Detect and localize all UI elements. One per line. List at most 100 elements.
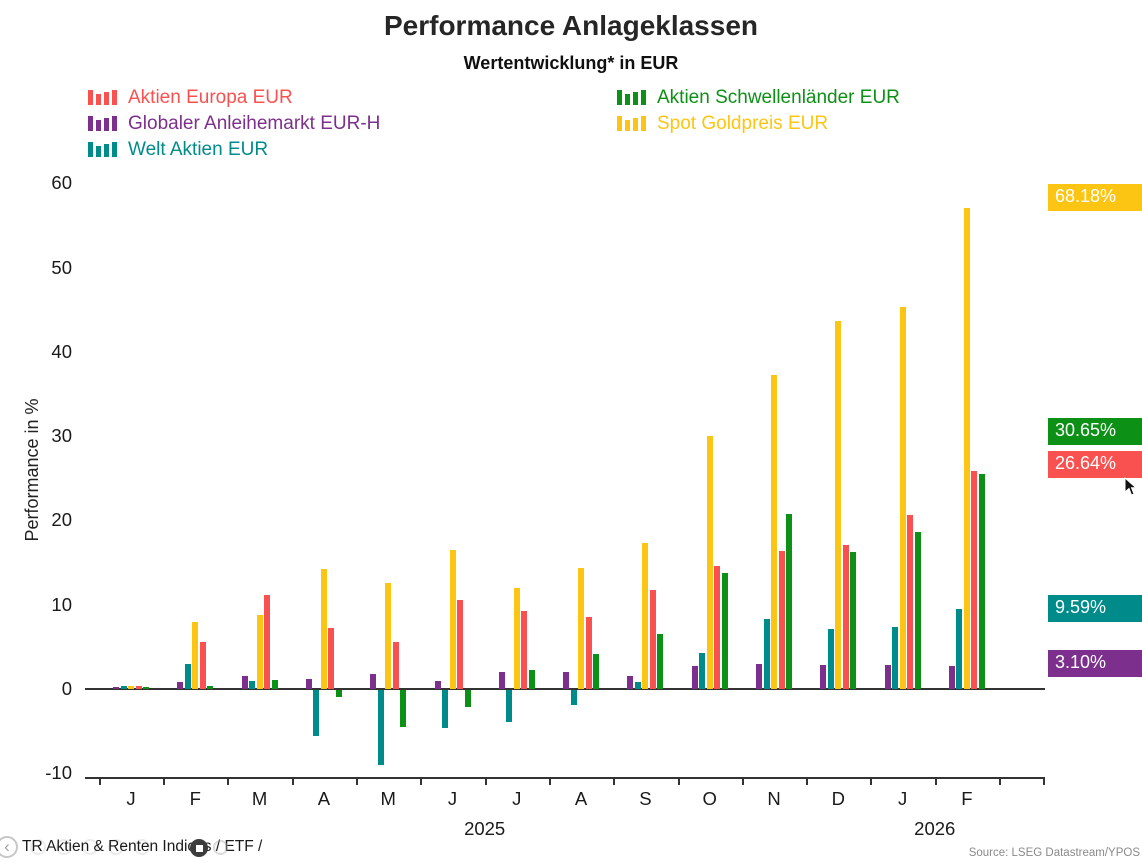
bar-aktien-europa-eur [842, 544, 849, 689]
bar-aktien-europa-eur [585, 617, 592, 689]
x-axis-tick [806, 779, 809, 785]
bar-aktien-schwellenl-nder-eur [464, 690, 471, 707]
pager-dot[interactable] [134, 839, 150, 855]
legend-item[interactable]: Globaler Anleihemarkt EUR-H [88, 113, 380, 135]
bar-aktien-europa-eur [778, 550, 785, 689]
x-axis-tick [227, 779, 230, 785]
x-axis-tick [613, 779, 616, 785]
y-tick-label: -10 [45, 762, 72, 784]
legend-item[interactable]: Aktien Europa EUR [88, 87, 380, 109]
bar-welt-aktien-eur [120, 686, 127, 689]
bar-welt-aktien-eur [956, 608, 963, 689]
x-axis-tick [484, 779, 487, 785]
bar-aktien-schwellenl-nder-eur [207, 685, 214, 689]
bar-spot-goldpreis-eur [642, 543, 649, 689]
bar-globaler-anleihemarkt-eur-h [177, 682, 184, 689]
pager-dot[interactable] [108, 839, 124, 855]
chart-subtitle: Wertentwicklung* in EUR [463, 53, 679, 73]
x-axis-year-label: 2025 [464, 818, 506, 839]
bar-globaler-anleihemarkt-eur-h [113, 687, 119, 689]
x-tick-label-month: D [831, 788, 845, 809]
series-end-label: 68.18% [1048, 183, 1142, 211]
series-end-label: 30.65% [1048, 417, 1142, 445]
bar-globaler-anleihemarkt-eur-h [756, 663, 762, 689]
bar-aktien-schwellenl-nder-eur [978, 474, 985, 689]
carousel-prev-button[interactable]: ‹ [0, 836, 18, 858]
bar-welt-aktien-eur [763, 619, 770, 689]
bar-aktien-schwellenl-nder-eur [271, 679, 278, 689]
x-tick-label-month: F [961, 788, 973, 809]
stop-button[interactable] [190, 839, 208, 857]
bar-globaler-anleihemarkt-eur-h [370, 673, 377, 689]
bar-aktien-europa-eur [714, 565, 721, 689]
series-end-label: 9.59% [1048, 595, 1142, 623]
x-axis-tick [163, 779, 166, 785]
bar-welt-aktien-eur [699, 652, 706, 689]
series-end-label: 3.10% [1048, 649, 1142, 677]
bar-welt-aktien-eur [506, 690, 513, 723]
x-tick-label-month: J [512, 788, 522, 809]
x-tick-label-month: O [702, 788, 717, 809]
bar-aktien-europa-eur [521, 610, 528, 689]
x-axis-tick [870, 779, 873, 785]
bar-spot-goldpreis-eur [899, 307, 906, 689]
bar-globaler-anleihemarkt-eur-h [498, 672, 505, 689]
bar-globaler-anleihemarkt-eur-h [884, 665, 891, 689]
x-tick-label-month: M [251, 788, 268, 809]
bar-aktien-europa-eur [971, 470, 978, 689]
bar-spot-goldpreis-eur [256, 614, 263, 689]
pager-dot[interactable] [56, 839, 72, 855]
bar-welt-aktien-eur [313, 690, 320, 736]
legend-label: Aktien Europa EUR [128, 87, 293, 108]
x-axis-tick [356, 779, 359, 785]
bar-spot-goldpreis-eur [385, 582, 392, 689]
bar-spot-goldpreis-eur [835, 320, 842, 689]
bar-aktien-schwellenl-nder-eur [593, 653, 600, 689]
bar-globaler-anleihemarkt-eur-h [434, 680, 441, 689]
bar-aktien-europa-eur [392, 641, 399, 689]
bar-welt-aktien-eur [249, 681, 256, 689]
stop-icon [195, 844, 203, 852]
bar-aktien-schwellenl-nder-eur [657, 634, 664, 689]
series-end-label: 26.64% [1048, 451, 1142, 479]
bar-welt-aktien-eur [184, 663, 191, 689]
x-axis-tick [420, 779, 423, 785]
x-axis-tick [1043, 779, 1045, 785]
pager-dot[interactable] [82, 839, 98, 855]
legend-item[interactable]: Aktien Schwellenländer EUR [617, 87, 900, 109]
bar-aktien-europa-eur [649, 589, 656, 689]
bar-chart-icon [88, 112, 118, 136]
bar-aktien-schwellenl-nder-eur [400, 690, 407, 728]
bar-aktien-europa-eur [328, 628, 335, 689]
bar-globaler-anleihemarkt-eur-h [627, 676, 634, 689]
bar-globaler-anleihemarkt-eur-h [305, 678, 312, 689]
y-tick-label: 30 [51, 425, 72, 447]
bar-aktien-europa-eur [135, 685, 142, 689]
legend-column-right: Aktien Schwellenländer EUR Spot Goldpreis… [617, 87, 900, 135]
bar-spot-goldpreis-eur [192, 621, 199, 689]
legend-label: Spot Goldpreis EUR [657, 113, 829, 134]
bar-aktien-schwellenl-nder-eur [721, 572, 728, 689]
bar-aktien-schwellenl-nder-eur [850, 552, 857, 689]
x-axis-year-label: 2026 [914, 818, 956, 839]
pager-dot-outline[interactable] [213, 840, 228, 855]
bar-globaler-anleihemarkt-eur-h [563, 672, 570, 689]
x-axis-tick [291, 779, 294, 785]
y-tick-label: 20 [51, 509, 72, 531]
legend-item[interactable]: Welt Aktien EUR [88, 139, 380, 161]
source-credit: Source: LSEG Datastream/YPOS [968, 847, 1140, 859]
x-axis-tick [98, 779, 101, 785]
x-tick-label-month: F [189, 788, 201, 809]
x-axis-tick [677, 779, 680, 785]
bar-globaler-anleihemarkt-eur-h [691, 666, 698, 689]
legend-item[interactable]: Spot Goldpreis EUR [617, 113, 900, 135]
pager-dot[interactable] [30, 839, 46, 855]
bar-spot-goldpreis-eur [513, 587, 520, 689]
bar-welt-aktien-eur [634, 682, 641, 689]
x-tick-label-month: A [317, 788, 331, 809]
x-axis-tick [741, 779, 744, 785]
y-tick-label: 0 [61, 678, 72, 699]
bar-welt-aktien-eur [377, 690, 384, 766]
